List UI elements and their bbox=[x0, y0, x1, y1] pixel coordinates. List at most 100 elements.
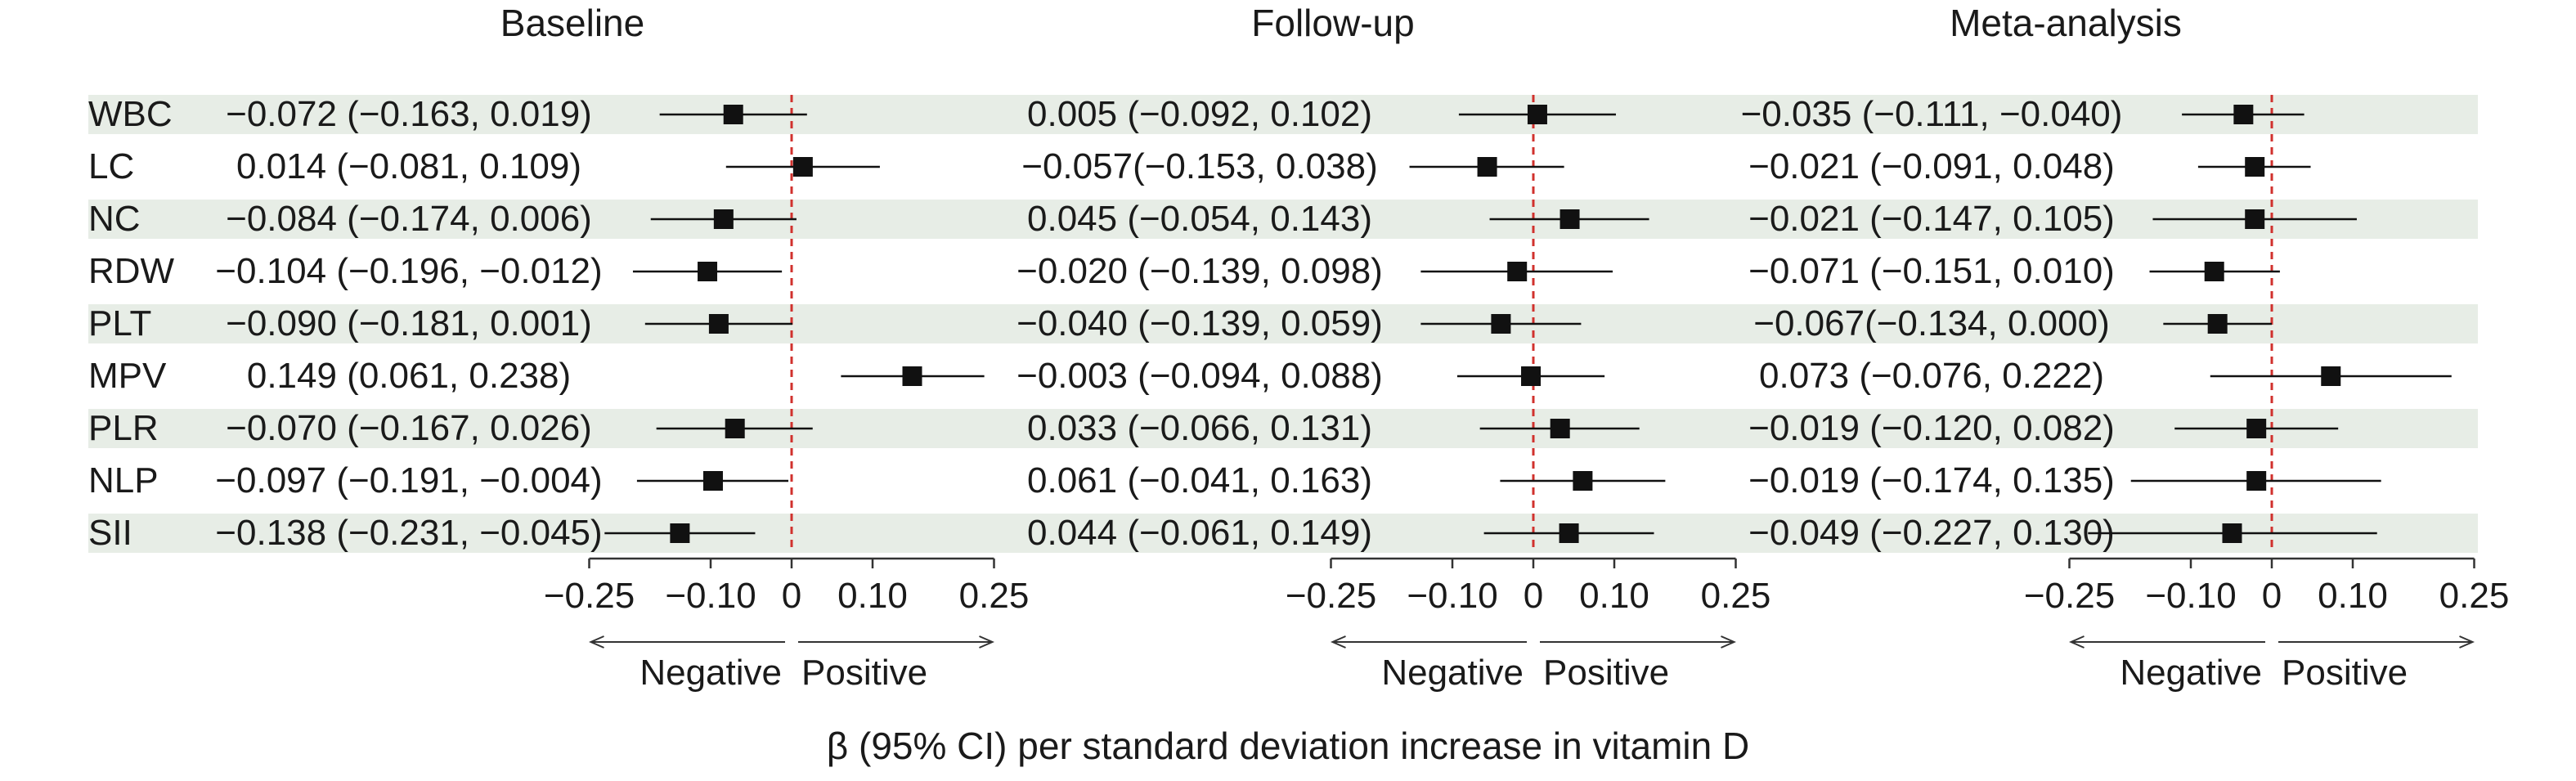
x-tick-label: 0.10 bbox=[837, 576, 908, 616]
point-estimate-nlp bbox=[2246, 471, 2267, 491]
row-band bbox=[88, 95, 2478, 134]
row-band bbox=[88, 514, 2478, 553]
estimate-text-mpv: 0.149 (0.061, 0.238) bbox=[247, 356, 571, 396]
negative-label: Negative bbox=[1381, 653, 1524, 693]
estimate-text-wbc: −0.035 (−0.111, −0.040) bbox=[1741, 94, 2123, 134]
forest-panels: Baseline −0.072 (−0.163, 0.019) 0.014 (−0.… bbox=[215, 2, 2509, 693]
estimate-text-plt: −0.067(−0.134, 0.000) bbox=[1753, 303, 2109, 343]
x-tick-label: 0 bbox=[2262, 576, 2282, 616]
estimate-text-nc: −0.021 (−0.147, 0.105) bbox=[1748, 199, 2115, 239]
x-tick-label: 0.10 bbox=[1579, 576, 1649, 616]
panel-follow-up: Follow-up 0.005 (−0.092, 0.102) −0.057(−0.… bbox=[1016, 2, 1770, 693]
estimate-text-wbc: −0.072 (−0.163, 0.019) bbox=[226, 94, 592, 134]
x-tick-label: −0.10 bbox=[1407, 576, 1497, 616]
panel-title: Baseline bbox=[500, 2, 644, 44]
row-label-nlp: NLP bbox=[88, 460, 159, 500]
x-tick-label: −0.10 bbox=[665, 576, 756, 616]
point-estimate-plr bbox=[725, 419, 745, 438]
point-estimate-sii bbox=[670, 523, 690, 543]
point-estimate-wbc bbox=[1527, 105, 1547, 124]
point-estimate-nlp bbox=[702, 471, 723, 491]
point-estimate-nc bbox=[1560, 209, 1580, 229]
point-estimate-sii bbox=[1559, 523, 1579, 543]
x-tick-label: 0 bbox=[1524, 576, 1543, 616]
x-tick-label: −0.25 bbox=[1286, 576, 1376, 616]
estimate-text-sii: 0.044 (−0.061, 0.149) bbox=[1027, 513, 1372, 553]
point-estimate-nlp bbox=[1573, 471, 1593, 491]
estimate-text-nlp: −0.019 (−0.174, 0.135) bbox=[1748, 460, 2115, 500]
x-tick-label: 0.25 bbox=[2439, 576, 2510, 616]
point-estimate-rdw bbox=[698, 262, 718, 281]
negative-arrowhead bbox=[2069, 635, 2085, 649]
point-estimate-nc bbox=[713, 209, 734, 229]
estimate-text-plr: −0.019 (−0.120, 0.082) bbox=[1748, 408, 2115, 448]
point-estimate-wbc bbox=[2233, 105, 2254, 124]
positive-label: Positive bbox=[801, 653, 927, 693]
estimate-text-mpv: 0.073 (−0.076, 0.222) bbox=[1759, 356, 2104, 396]
positive-label: Positive bbox=[1543, 653, 1669, 693]
point-estimate-wbc bbox=[723, 105, 743, 124]
row-label-plr: PLR bbox=[88, 408, 159, 448]
estimate-text-nc: 0.045 (−0.054, 0.143) bbox=[1027, 199, 1372, 239]
positive-label: Positive bbox=[2282, 653, 2408, 693]
estimate-text-sii: −0.049 (−0.227, 0.130) bbox=[1748, 513, 2115, 553]
positive-arrowhead bbox=[2459, 635, 2475, 649]
row-label-nc: NC bbox=[88, 199, 141, 239]
x-tick-label: −0.25 bbox=[2024, 576, 2115, 616]
row-label-sii: SII bbox=[88, 513, 132, 553]
point-estimate-lc bbox=[792, 157, 813, 177]
estimate-text-plr: 0.033 (−0.066, 0.131) bbox=[1027, 408, 1372, 448]
panel-meta-analysis: Meta-analysis −0.035 (−0.111, −0.040) −0.0… bbox=[1741, 2, 2510, 693]
estimate-text-sii: −0.138 (−0.231, −0.045) bbox=[215, 513, 602, 553]
row-label-wbc: WBC bbox=[88, 94, 173, 134]
point-estimate-lc bbox=[2245, 157, 2265, 177]
row-band bbox=[88, 304, 2478, 343]
estimate-text-plt: −0.090 (−0.181, 0.001) bbox=[226, 303, 592, 343]
negative-label: Negative bbox=[640, 653, 782, 693]
estimate-text-rdw: −0.071 (−0.151, 0.010) bbox=[1748, 251, 2115, 291]
point-estimate-mpv bbox=[902, 366, 922, 386]
point-estimate-lc bbox=[1477, 157, 1497, 177]
point-estimate-plt bbox=[2207, 314, 2228, 334]
estimate-text-lc: 0.014 (−0.081, 0.109) bbox=[236, 146, 581, 186]
panel-title: Meta-analysis bbox=[1950, 2, 2182, 44]
estimate-text-nlp: 0.061 (−0.041, 0.163) bbox=[1027, 460, 1372, 500]
panel-title: Follow-up bbox=[1251, 2, 1414, 44]
estimate-text-plr: −0.070 (−0.167, 0.026) bbox=[226, 408, 592, 448]
point-estimate-plr bbox=[2246, 419, 2267, 438]
point-estimate-mpv bbox=[2321, 366, 2341, 386]
x-tick-label: 0.25 bbox=[1701, 576, 1771, 616]
x-axis-label: β (95% CI) per standard deviation increa… bbox=[827, 725, 1749, 767]
x-tick-label: −0.25 bbox=[544, 576, 635, 616]
negative-label: Negative bbox=[2120, 653, 2262, 693]
positive-arrowhead bbox=[1721, 635, 1736, 649]
x-tick-label: 0 bbox=[782, 576, 801, 616]
row-label-plt: PLT bbox=[88, 303, 151, 343]
point-estimate-mpv bbox=[1521, 366, 1542, 386]
point-estimate-rdw bbox=[1507, 262, 1528, 281]
row-labels: WBC LC NC RDW PLT MPV PLR NLP SII bbox=[88, 94, 175, 553]
point-estimate-rdw bbox=[2204, 262, 2224, 281]
estimate-text-nlp: −0.097 (−0.191, −0.004) bbox=[215, 460, 602, 500]
estimate-text-lc: −0.021 (−0.091, 0.048) bbox=[1748, 146, 2115, 186]
estimate-text-rdw: −0.104 (−0.196, −0.012) bbox=[215, 251, 602, 291]
estimate-text-mpv: −0.003 (−0.094, 0.088) bbox=[1016, 356, 1383, 396]
row-bands bbox=[88, 95, 2478, 553]
negative-arrowhead bbox=[1331, 635, 1346, 649]
x-tick-label: 0.10 bbox=[2318, 576, 2388, 616]
row-band bbox=[88, 409, 2478, 448]
estimate-text-wbc: 0.005 (−0.092, 0.102) bbox=[1027, 94, 1372, 134]
estimate-text-rdw: −0.020 (−0.139, 0.098) bbox=[1016, 251, 1383, 291]
x-tick-label: 0.25 bbox=[959, 576, 1030, 616]
estimate-text-nc: −0.084 (−0.174, 0.006) bbox=[226, 199, 592, 239]
estimate-text-plt: −0.040 (−0.139, 0.059) bbox=[1016, 303, 1383, 343]
panel-baseline: Baseline −0.072 (−0.163, 0.019) 0.014 (−0.… bbox=[215, 2, 1029, 693]
row-label-mpv: MPV bbox=[88, 356, 167, 396]
point-estimate-sii bbox=[2222, 523, 2242, 543]
row-label-rdw: RDW bbox=[88, 251, 175, 291]
negative-arrowhead bbox=[589, 635, 604, 649]
row-band bbox=[88, 200, 2478, 239]
point-estimate-nc bbox=[2245, 209, 2265, 229]
row-label-lc: LC bbox=[88, 146, 134, 186]
